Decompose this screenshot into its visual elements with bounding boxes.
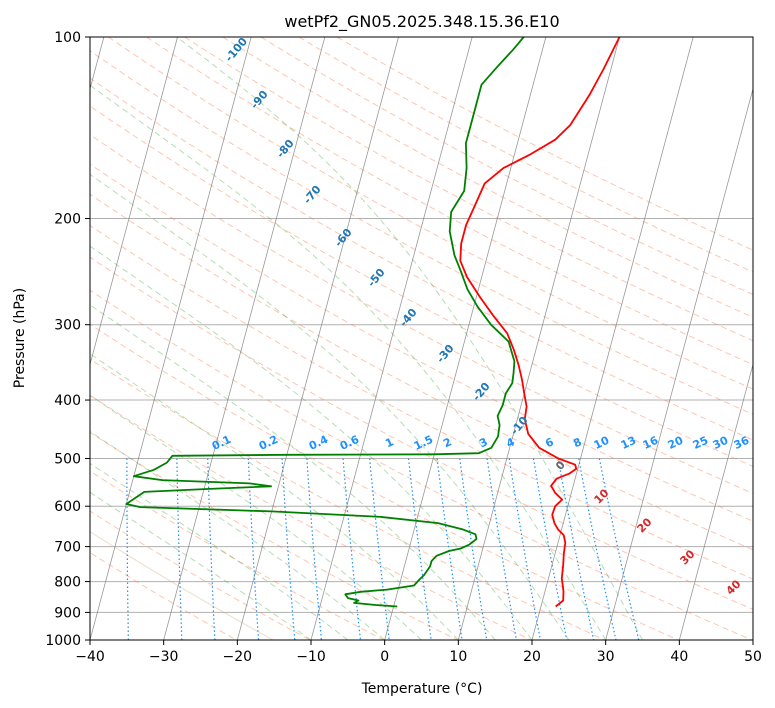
- plot-frame: [89, 36, 754, 641]
- reference-arc: [90, 531, 274, 640]
- mixing-ratio-line: [342, 458, 362, 640]
- mixing-ratio-label: 16: [641, 434, 661, 452]
- x-tick-label: 30: [597, 649, 615, 665]
- y-tick-label: 900: [54, 605, 81, 621]
- y-tick-label: 800: [54, 575, 81, 591]
- mixing-ratio-line: [207, 458, 216, 640]
- mixing-ratio-line: [486, 458, 517, 640]
- y-tick-label: 500: [54, 451, 81, 467]
- isotherm-line: [457, 37, 620, 640]
- mixing-ratio-line: [407, 458, 432, 640]
- y-tick-label: 100: [54, 30, 81, 46]
- isotherm-line: [90, 37, 252, 640]
- isotherm-line: [678, 362, 753, 640]
- moist-adiabat-line: [90, 304, 496, 640]
- dry-adiabat-line: [90, 193, 753, 551]
- plot-area: [90, 37, 753, 640]
- x-tick-label: −10: [296, 649, 326, 665]
- x-tick-label: −40: [75, 649, 105, 665]
- mixing-ratio-line: [369, 458, 390, 640]
- mixing-ratio-line: [578, 458, 617, 640]
- isotherm-line: [90, 37, 178, 366]
- isotherm-line: [384, 37, 547, 640]
- x-tick-label: −30: [149, 649, 179, 665]
- moist-adiabat-line: [90, 353, 459, 640]
- y-tick-label: 700: [54, 540, 81, 556]
- mixing-ratio-label: 20: [666, 434, 686, 452]
- x-axis-label: Temperature (°C): [361, 681, 483, 697]
- x-tick-label: 20: [523, 649, 541, 665]
- moist-adiabat-line: [90, 173, 570, 640]
- mixing-ratio-line: [126, 458, 129, 640]
- dry-adiabat-line: [90, 224, 753, 580]
- y-tick-label: 1000: [45, 633, 81, 649]
- pressure-gridlines: [90, 37, 753, 640]
- moist-adiabat-line: [90, 245, 533, 640]
- dry-adiabats: [90, 37, 753, 640]
- isotherm-line: [605, 87, 753, 640]
- x-axis-ticks: −40 −30 −20 −10 0 10 20 30 40 50: [75, 640, 762, 665]
- moist-adiabat-line: [90, 491, 312, 640]
- mixing-ratio-label: 36: [732, 434, 752, 452]
- reference-arcs: [90, 531, 274, 640]
- x-tick-label: 10: [449, 649, 467, 665]
- dry-adiabat-line: [90, 256, 753, 610]
- x-tick-label: 50: [744, 649, 762, 665]
- temperature-profile: [459, 37, 621, 608]
- dry-adiabat-line: [90, 105, 753, 467]
- moist-adiabat-line: [90, 394, 422, 640]
- isotherm-line: [531, 37, 694, 640]
- mixing-ratio-label: 30: [711, 434, 731, 452]
- dry-adiabat-line: [298, 37, 753, 273]
- chart-title: wetPf2_GN05.2025.348.15.36.E10: [284, 12, 559, 32]
- mixing-ratio-label: 25: [691, 434, 710, 452]
- isotherm-line: [236, 37, 399, 640]
- dry-adiabat-line: [184, 37, 753, 342]
- dewpoint-profile: [125, 37, 525, 608]
- sounding-profiles: [125, 37, 621, 608]
- mixing-ratio-label: 10: [592, 434, 612, 452]
- dry-adiabat-line: [90, 394, 532, 640]
- mixing-ratio-line: [532, 458, 568, 640]
- x-tick-label: −20: [223, 649, 253, 665]
- dry-adiabat-line: [90, 50, 753, 415]
- mixing-ratio-line: [78, 459, 80, 653]
- dry-adiabat-line: [108, 37, 753, 390]
- dry-adiabat-line: [90, 358, 605, 640]
- mixing-ratio-line: [436, 458, 463, 640]
- moist-adiabat-line: [90, 84, 607, 640]
- isotherm-line: [310, 37, 473, 640]
- dry-adiabat-line: [90, 289, 753, 640]
- mixing-ratio-line: [306, 458, 323, 640]
- isotherm-line: [752, 638, 753, 640]
- dry-adiabat-line: [260, 37, 753, 296]
- y-tick-label: 600: [54, 499, 81, 515]
- mixing-ratio-line: [459, 458, 488, 640]
- isotherm-line: [163, 37, 326, 640]
- mixing-ratio-line: [598, 458, 640, 640]
- x-tick-label: 40: [670, 649, 688, 665]
- mixing-ratio-line: [557, 458, 595, 640]
- dry-adiabat-line: [90, 510, 311, 640]
- moist-adiabats: [90, 37, 643, 640]
- mixing-ratio-lines: [78, 458, 640, 653]
- moist-adiabat-line: [176, 37, 643, 640]
- x-tick-label: 0: [380, 649, 389, 665]
- y-axis-ticks: 1000 900 800 700 600 500 400 300 200 100: [45, 30, 90, 649]
- mixing-ratio-line: [247, 458, 260, 640]
- isotherms: [90, 37, 753, 640]
- y-tick-label: 400: [54, 393, 81, 409]
- y-axis-label: Pressure (hPa): [12, 288, 28, 388]
- moist-adiabat-line: [90, 462, 349, 640]
- mixing-ratio-label: 13: [619, 434, 638, 452]
- mixing-ratio-line: [281, 458, 296, 640]
- dry-adiabat-line: [90, 134, 753, 495]
- y-tick-label: 300: [54, 318, 81, 334]
- mixing-ratio-line: [508, 458, 542, 640]
- y-tick-label: 200: [54, 212, 81, 228]
